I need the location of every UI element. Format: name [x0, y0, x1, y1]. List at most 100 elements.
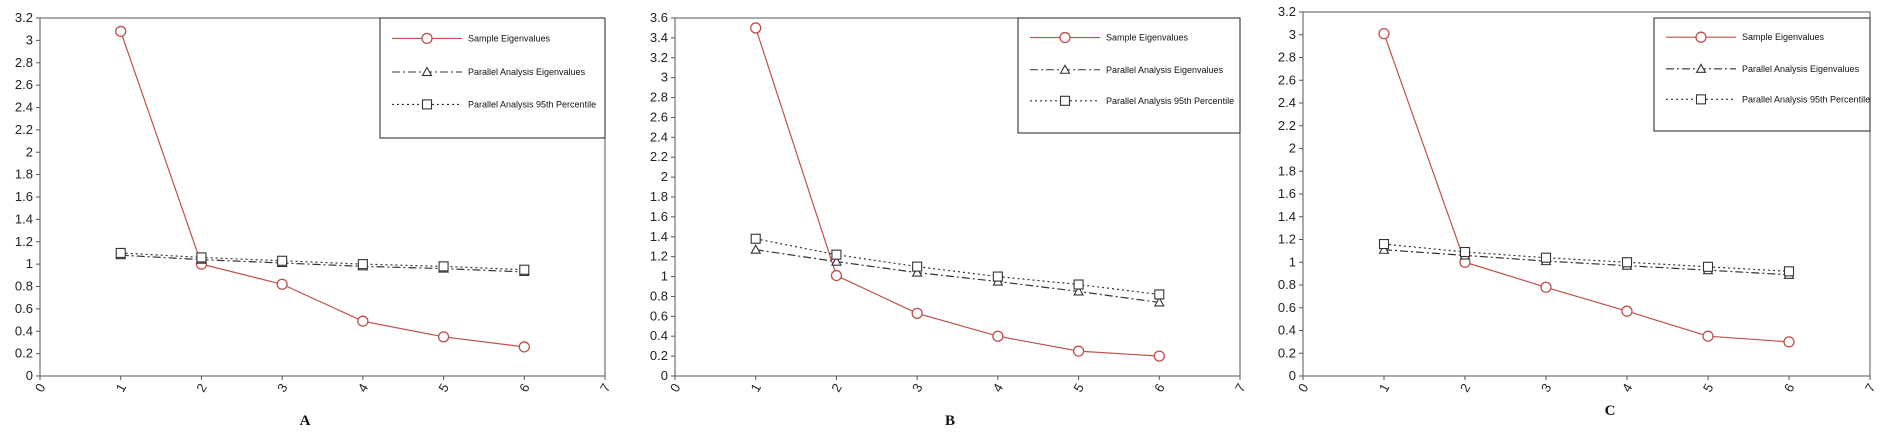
y-tick-label: 3 — [1289, 27, 1296, 42]
y-tick-label: 2.4 — [650, 129, 668, 144]
y-tick-label: 0.8 — [15, 279, 33, 294]
x-tick-label: 4 — [990, 381, 1007, 395]
legend-marker-pa_mean — [1059, 64, 1071, 74]
y-tick-label: 0.8 — [1278, 277, 1296, 292]
y-tick-label: 1.2 — [1278, 232, 1296, 247]
x-tick-label: 0 — [667, 381, 684, 395]
y-tick-label: 0.4 — [1278, 323, 1296, 338]
data-point-sample — [357, 315, 369, 327]
y-tick-label: 2.6 — [650, 109, 668, 124]
y-tick-label: 1.8 — [15, 167, 33, 182]
y-tick-label: 3 — [26, 32, 33, 47]
data-point-pa_95 — [519, 264, 530, 275]
legend-marker-sample — [421, 32, 433, 45]
x-tick-label: 1 — [748, 381, 765, 395]
legend-marker-sample — [1059, 31, 1071, 44]
legend-marker-pa_95 — [1695, 94, 1707, 105]
data-point-pa_95 — [1540, 252, 1552, 263]
y-tick-label: 3.2 — [1278, 4, 1296, 19]
x-tick-label: 6 — [1151, 381, 1168, 395]
x-tick-label: 0 — [32, 381, 49, 395]
data-point-sample — [1621, 305, 1633, 317]
series-line-pa_mean — [1383, 249, 1790, 276]
y-tick-label: 1 — [26, 256, 33, 271]
x-tick-label: 1 — [113, 381, 130, 395]
data-point-pa_95 — [992, 271, 1003, 282]
data-point-pa_95 — [1073, 279, 1084, 290]
data-point-sample — [1540, 281, 1552, 293]
x-tick-label: 5 — [435, 381, 452, 395]
data-point-pa_mean — [1153, 296, 1165, 307]
x-tick-label: 4 — [1619, 381, 1636, 395]
y-tick-label: 3.6 — [650, 10, 668, 25]
y-tick-label: 1.6 — [1278, 186, 1296, 201]
x-tick-label: 6 — [1781, 381, 1798, 395]
data-point-sample — [437, 331, 450, 343]
data-point-sample — [1153, 350, 1165, 362]
y-tick-label: 2.6 — [1278, 72, 1296, 87]
data-point-pa_mean — [911, 266, 923, 277]
data-point-pa_95 — [1459, 246, 1471, 258]
data-point-pa_95 — [750, 233, 761, 244]
x-tick-label: 7 — [1862, 381, 1879, 395]
legend-label-pa_95: Parallel Analysis 95th Percentile — [468, 99, 596, 109]
y-tick-label: 0.4 — [650, 328, 668, 343]
x-tick-label: 0 — [1295, 381, 1312, 395]
data-point-pa_mean — [750, 244, 762, 254]
y-tick-label: 0.8 — [650, 288, 668, 303]
data-point-pa_95 — [438, 261, 449, 272]
data-point-pa_95 — [912, 261, 923, 272]
legend: Sample Eigenvalues Parallel Analysis Eige… — [1017, 17, 1241, 134]
y-tick-label: 1 — [661, 269, 668, 284]
legend-marker-pa_mean — [1695, 63, 1707, 73]
legend: Sample Eigenvalues Parallel Analysis Eige… — [1653, 17, 1871, 132]
y-tick-label: 0.6 — [650, 308, 668, 323]
y-tick-label: 3.4 — [650, 30, 668, 45]
data-point-pa_95 — [277, 255, 288, 266]
x-tick-label: 7 — [1232, 381, 1249, 395]
series-line-pa_mean — [120, 254, 525, 273]
x-tick-label: 7 — [597, 381, 614, 395]
data-point-sample — [911, 307, 923, 320]
data-point-sample — [830, 269, 843, 282]
y-tick-label: 2.2 — [650, 149, 668, 164]
x-tick-label: 3 — [274, 381, 291, 395]
legend-marker-pa_95 — [421, 99, 433, 110]
data-point-pa_95 — [115, 247, 126, 258]
legend-label-pa_mean: Parallel Analysis Eigenvalues — [468, 67, 586, 77]
legend-label-sample: Sample Eigenvalues — [468, 33, 551, 43]
y-tick-label: 0.4 — [15, 323, 33, 338]
x-tick-label: 5 — [1700, 381, 1717, 395]
series-line-pa_95 — [1383, 243, 1790, 272]
data-point-pa_95 — [1154, 289, 1165, 300]
y-tick-label: 0 — [661, 368, 668, 383]
data-point-sample — [276, 278, 288, 290]
y-tick-label: 1.2 — [650, 249, 668, 264]
data-point-pa_95 — [1783, 266, 1795, 277]
data-point-pa_mean — [830, 256, 842, 266]
data-point-sample — [1783, 336, 1795, 348]
data-point-sample — [518, 341, 530, 353]
y-tick-label: 1.6 — [15, 189, 33, 204]
y-tick-label: 2.8 — [15, 55, 33, 70]
data-point-pa_95 — [831, 249, 842, 260]
x-tick-label: 4 — [355, 381, 372, 395]
y-tick-label: 1.2 — [15, 234, 33, 249]
data-point-pa_95 — [1702, 261, 1714, 272]
x-tick-label: 3 — [1538, 381, 1555, 395]
data-point-sample — [750, 22, 762, 34]
panel-label: C — [1605, 403, 1616, 419]
legend-label-sample: Sample Eigenvalues — [1742, 32, 1825, 42]
y-tick-label: 1.4 — [15, 211, 33, 226]
data-point-sample — [992, 330, 1004, 342]
series-line-pa_95 — [755, 238, 1160, 296]
y-tick-label: 0 — [1289, 368, 1296, 383]
panel-label: A — [300, 413, 311, 429]
series-line-pa_95 — [120, 252, 525, 271]
legend-label-pa_mean: Parallel Analysis Eigenvalues — [1742, 64, 1860, 74]
y-tick-label: 2 — [661, 169, 668, 184]
y-tick-label: 0.2 — [650, 348, 668, 363]
series-line-sample — [755, 27, 1160, 357]
y-tick-label: 2 — [1289, 141, 1296, 156]
x-tick-label: 3 — [909, 381, 926, 395]
